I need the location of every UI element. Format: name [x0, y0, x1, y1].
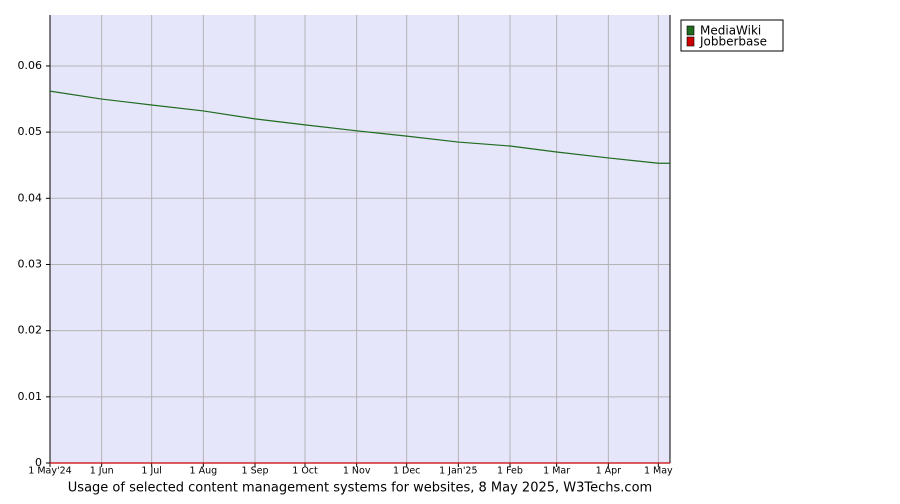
y-tick-label: 0.04 [18, 191, 43, 204]
x-tick-label: 1 Dec [393, 466, 420, 477]
x-tick-label: 1 Jul [141, 466, 162, 477]
x-tick-label: 1 Nov [343, 466, 371, 477]
x-tick-label: 1 Jan'25 [439, 466, 477, 477]
legend-swatch [686, 25, 695, 36]
series-line [49, 90, 670, 164]
x-tick-label: 1 Feb [497, 466, 523, 477]
legend-swatch [686, 36, 695, 47]
x-tick-label: 1 Oct [292, 466, 318, 477]
x-tick-label: 1 Jun [90, 466, 114, 477]
y-tick-label: 0.02 [18, 324, 43, 337]
x-tick-label: 1 Apr [596, 466, 622, 477]
y-tick-label: 0.05 [18, 125, 43, 138]
x-tick-label: 1 May [644, 466, 673, 477]
y-tick-label: 0.03 [18, 257, 43, 270]
x-tick-label: 1 Sep [242, 466, 269, 477]
plot-area [50, 15, 670, 463]
chart-title: Usage of selected content management sys… [68, 481, 652, 496]
legend-label: Jobberbase [699, 35, 767, 49]
x-tick-label: 1 Aug [190, 466, 218, 477]
legend-box [680, 19, 784, 52]
y-tick-label: 0 [35, 456, 42, 469]
legend-label: MediaWiki [700, 24, 761, 38]
y-tick-label: 0.01 [18, 390, 43, 403]
x-tick-label: 1 Mar [543, 466, 570, 477]
y-tick-label: 0.06 [18, 59, 43, 72]
x-tick-label: 1 May'24 [28, 466, 71, 477]
